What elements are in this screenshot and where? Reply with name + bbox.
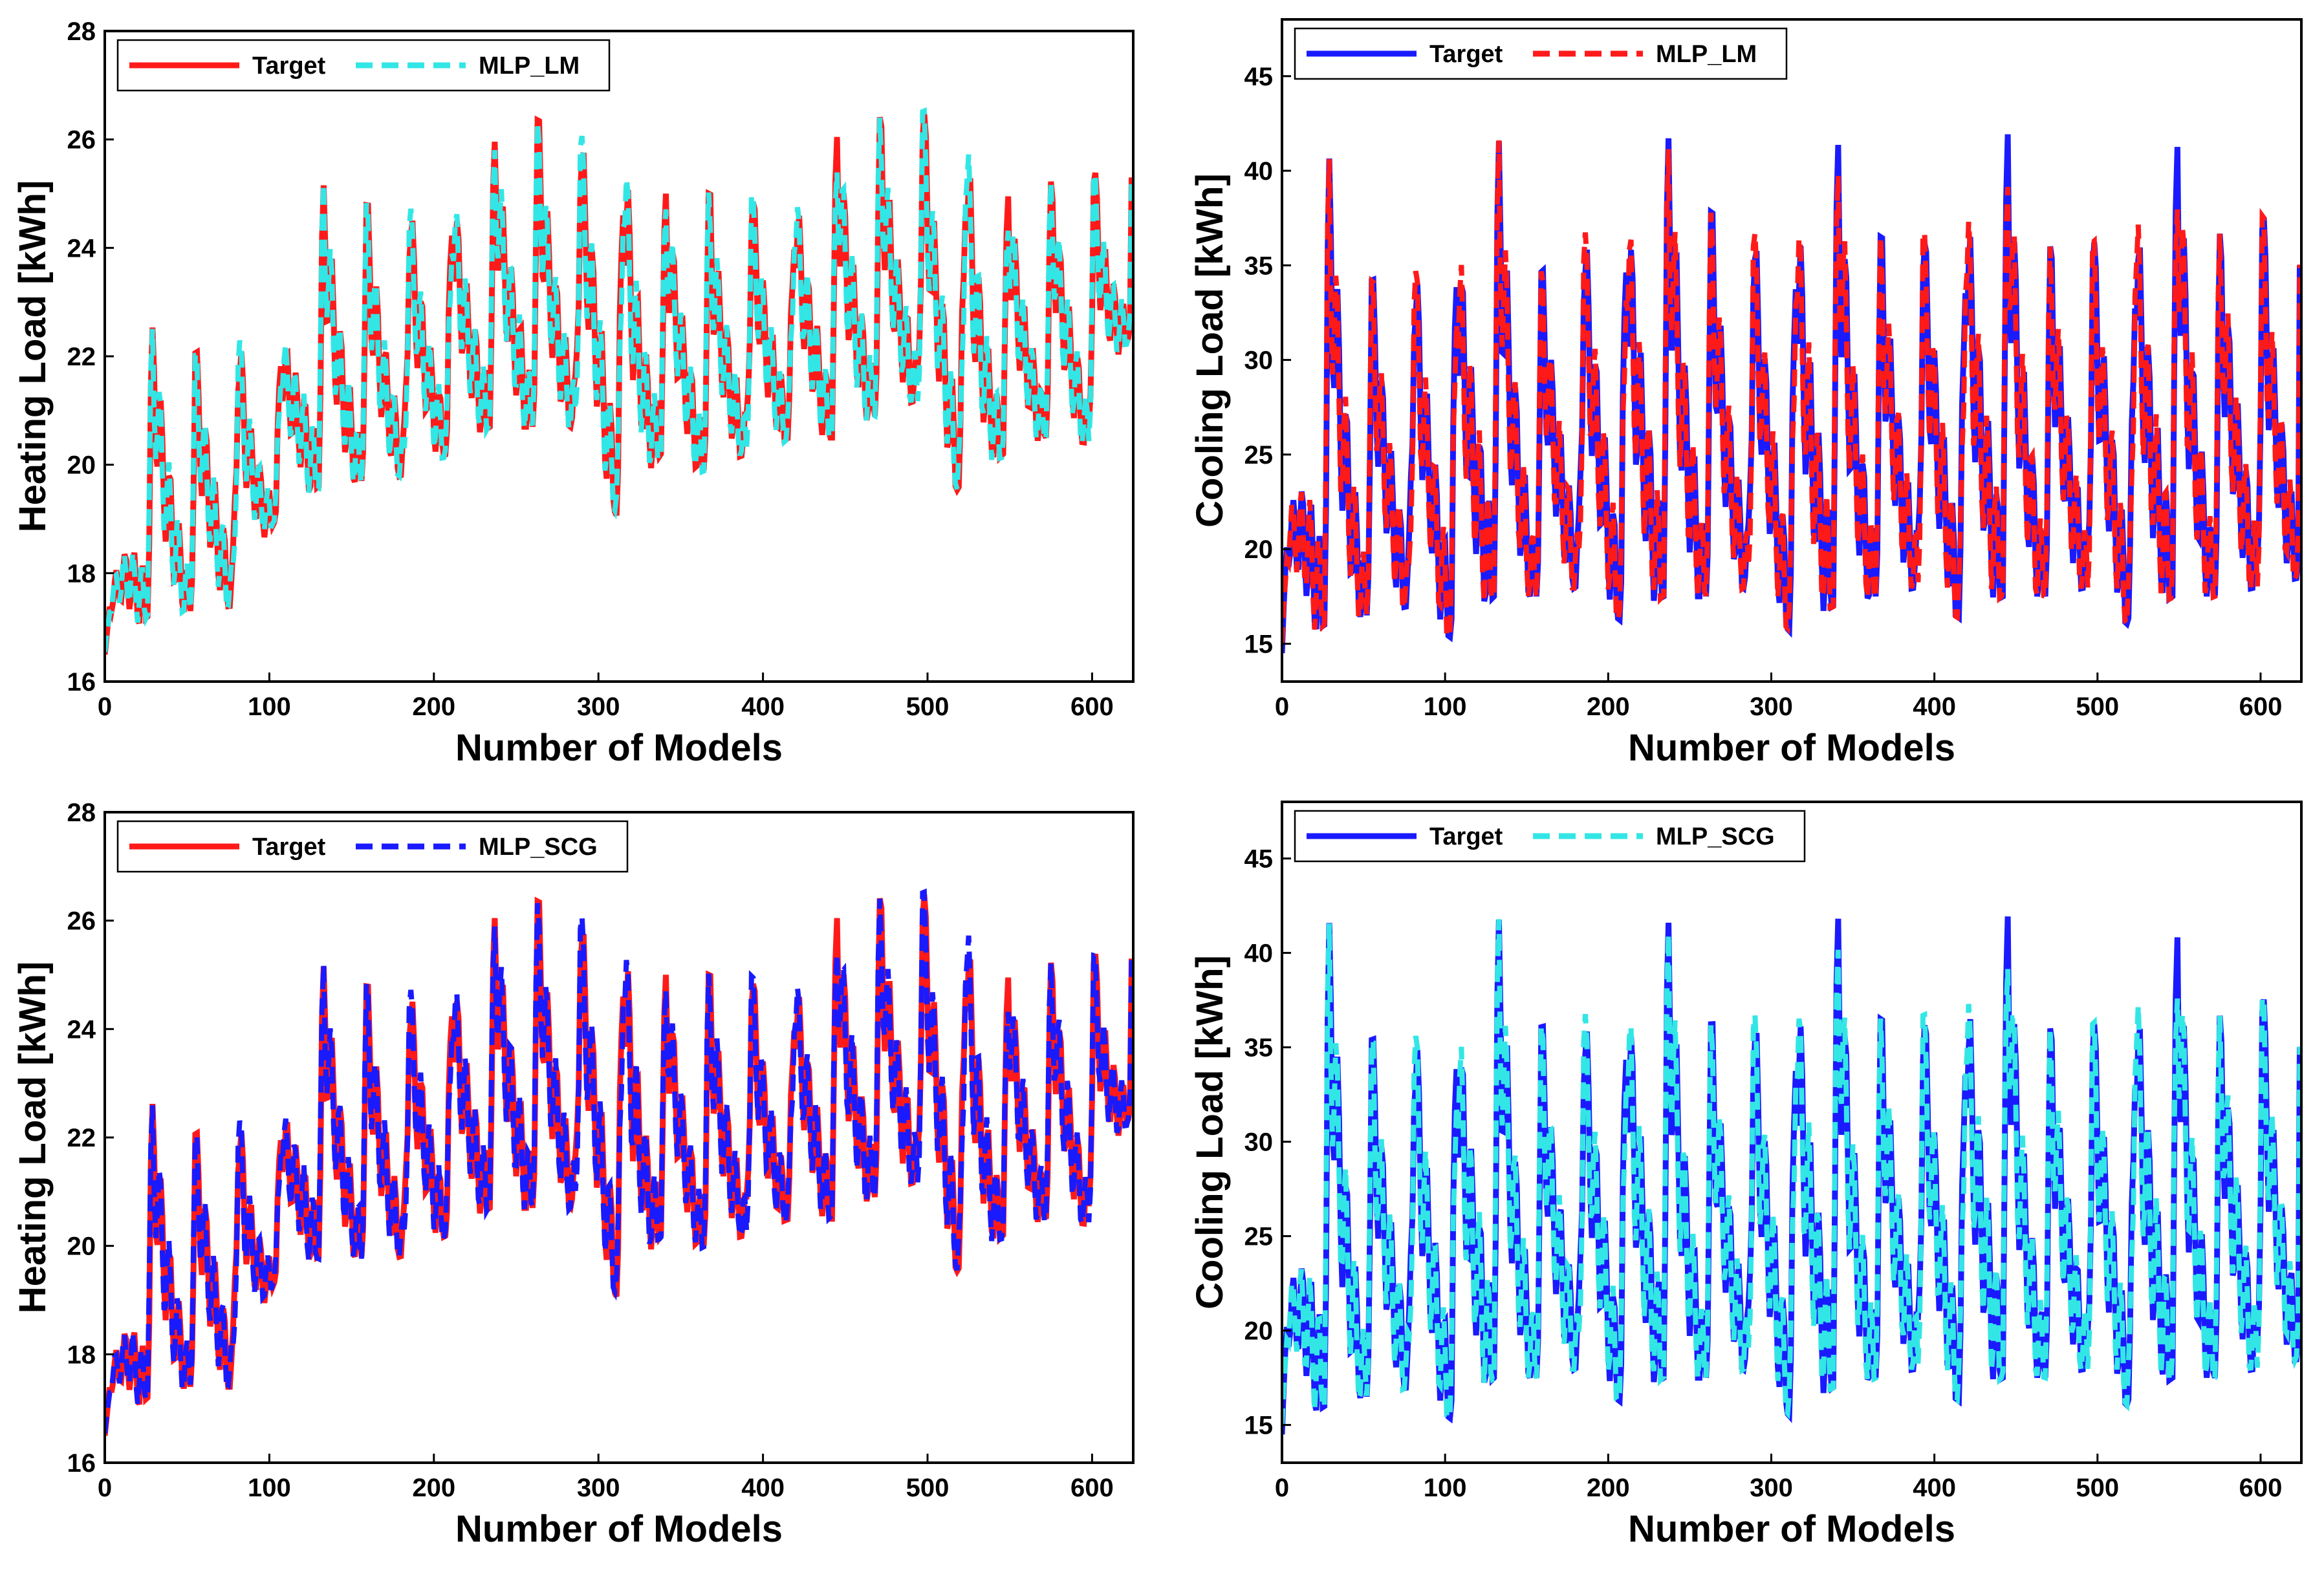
legend-label-target: Target	[1429, 41, 1503, 68]
y-tick-label: 35	[1244, 1034, 1274, 1062]
legend-label-target: Target	[252, 52, 326, 80]
x-axis-label: Number of Models	[1628, 1508, 1955, 1550]
y-tick-label: 40	[1244, 157, 1274, 186]
series-line-mlp-scg	[1282, 919, 2301, 1426]
y-tick-label: 26	[67, 126, 96, 155]
y-tick-label: 40	[1244, 940, 1274, 968]
chart-panel-1: 0 100 200 300 400 500 600 16 18 20 22 24 26 28 Number …	[12, 17, 1135, 769]
plot-frame	[1281, 18, 2303, 683]
x-tick-label: 100	[1424, 1474, 1467, 1502]
y-tick-label: 20	[1244, 535, 1274, 564]
legend-label-mlp-scg: MLP_SCG	[479, 834, 598, 861]
y-tick-label: 22	[67, 1124, 96, 1152]
y-axis-label: Heating Load [kWh]	[12, 962, 54, 1314]
x-tick-label: 0	[1275, 693, 1289, 721]
y-axis-label: Cooling Load [kWh]	[1189, 173, 1231, 528]
legend-label-mlp-scg: MLP_SCG	[1656, 823, 1775, 850]
x-tick-label: 500	[906, 1474, 950, 1502]
y-tick-label: 25	[1244, 1223, 1274, 1251]
x-tick-label: 500	[2076, 1474, 2119, 1502]
y-tick-label: 45	[1244, 845, 1274, 874]
x-tick-label: 100	[1424, 693, 1467, 721]
x-tick-label: 200	[1587, 693, 1630, 721]
y-tick-label: 30	[1244, 347, 1274, 375]
chart-panel-4: 0 100 200 300 400 500 600 15 20 25 30 35 40 45 Number …	[1189, 801, 2303, 1550]
x-tick-label: 600	[1070, 693, 1114, 721]
y-tick-label: 28	[67, 799, 96, 827]
chart-panel-3: 0 100 200 300 400 500 600 16 18 20 22 24 26 28 Number …	[12, 799, 1135, 1550]
legend-label-target: Target	[252, 834, 326, 861]
plot-frame	[1281, 801, 2303, 1464]
x-tick-label: 0	[98, 693, 112, 721]
legend-label-mlp-lm: MLP_LM	[479, 52, 580, 80]
y-axis-label: Heating Load [kWh]	[12, 180, 54, 533]
x-tick-label: 600	[1070, 1474, 1114, 1502]
y-tick-label: 20	[67, 451, 96, 480]
series-line-mlp-lm	[105, 107, 1133, 653]
series-line-mlp-scg	[105, 888, 1133, 1434]
x-tick-label: 100	[248, 1474, 291, 1502]
y-tick-label: 25	[1244, 441, 1274, 469]
chart-panel-2: 0 100 200 300 400 500 600 15 20 25 30 35 40 45 Number …	[1189, 18, 2303, 769]
x-tick-label: 500	[2076, 693, 2119, 721]
x-tick-label: 0	[1275, 1474, 1289, 1502]
x-tick-label: 200	[412, 1474, 455, 1502]
x-tick-label: 600	[2239, 1474, 2283, 1502]
y-tick-label: 24	[67, 1015, 96, 1044]
y-tick-label: 45	[1244, 63, 1274, 91]
legend-label-mlp-lm: MLP_LM	[1656, 41, 1757, 68]
y-tick-label: 30	[1244, 1128, 1274, 1157]
legend-label-target: Target	[1429, 823, 1503, 850]
series-line-mlp-lm	[1282, 140, 2301, 644]
x-tick-label: 0	[98, 1474, 112, 1502]
y-tick-label: 24	[67, 234, 96, 263]
y-tick-label: 18	[67, 559, 96, 588]
x-tick-label: 300	[577, 1474, 620, 1502]
x-tick-label: 100	[248, 693, 291, 721]
y-axis-label: Cooling Load [kWh]	[1189, 955, 1231, 1309]
x-tick-label: 300	[1750, 1474, 1793, 1502]
x-tick-label: 400	[741, 693, 785, 721]
y-tick-label: 15	[1244, 630, 1274, 658]
x-tick-label: 600	[2239, 693, 2283, 721]
y-tick-label: 28	[67, 17, 96, 46]
x-tick-label: 400	[741, 1474, 785, 1502]
y-tick-label: 20	[67, 1233, 96, 1261]
y-tick-label: 26	[67, 907, 96, 936]
x-tick-label: 400	[1913, 693, 1956, 721]
x-axis-label: Number of Models	[455, 1508, 783, 1550]
y-tick-label: 35	[1244, 252, 1274, 280]
x-axis-label: Number of Models	[1628, 727, 1955, 769]
x-tick-label: 500	[906, 693, 950, 721]
x-tick-label: 300	[577, 693, 620, 721]
y-tick-label: 18	[67, 1341, 96, 1369]
y-tick-label: 16	[67, 668, 96, 696]
x-tick-label: 200	[1587, 1474, 1630, 1502]
x-tick-label: 400	[1913, 1474, 1956, 1502]
y-tick-label: 16	[67, 1449, 96, 1478]
x-axis-label: Number of Models	[455, 727, 783, 769]
y-tick-label: 20	[1244, 1317, 1274, 1346]
x-tick-label: 300	[1750, 693, 1793, 721]
y-tick-label: 15	[1244, 1412, 1274, 1440]
y-tick-label: 22	[67, 343, 96, 371]
x-tick-label: 200	[412, 693, 455, 721]
